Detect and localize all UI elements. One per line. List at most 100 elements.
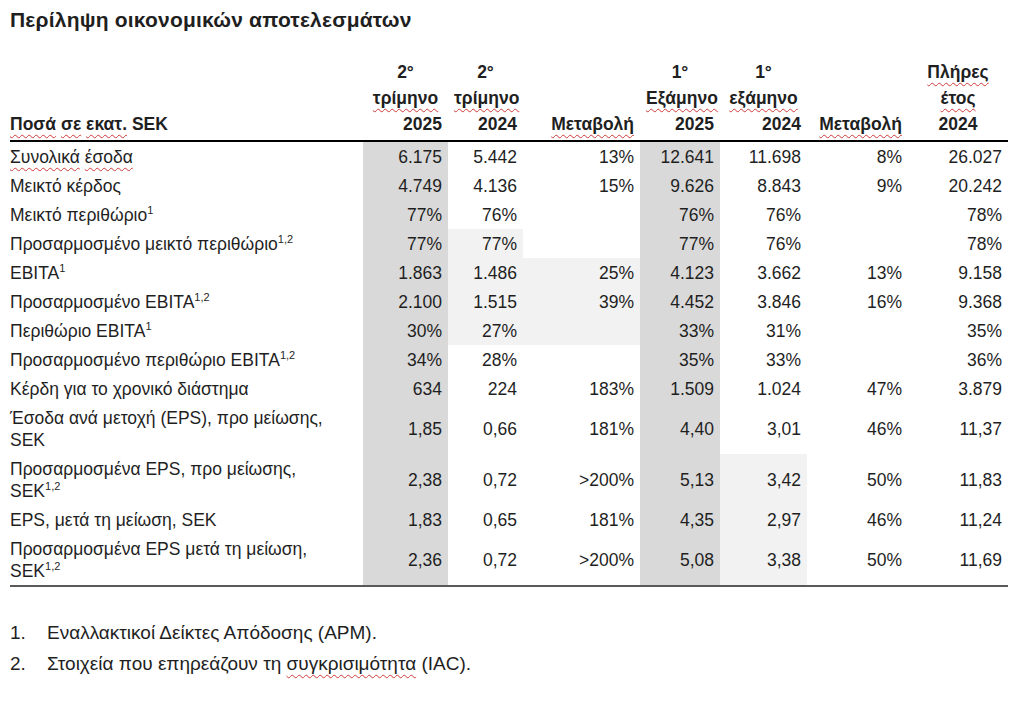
misspelled-word: εξάμηνο xyxy=(729,88,797,108)
value-cell: 4.136 xyxy=(448,171,523,200)
value-cell: 11,83 xyxy=(908,454,1008,505)
header-period-label: έτος xyxy=(914,85,1002,111)
value-cell: 183% xyxy=(523,374,640,403)
value-cell: 1.486 xyxy=(448,258,523,287)
value-cell: 9.368 xyxy=(908,287,1008,316)
value-cell: 5,08 xyxy=(640,534,720,586)
footnote-reference: 1 xyxy=(59,262,65,274)
table-row: Συνολικά έσοδα6.1755.44213%12.64111.6988… xyxy=(10,141,1008,171)
value-cell: 15% xyxy=(523,171,640,200)
value-cell: 9% xyxy=(807,171,908,200)
value-cell xyxy=(807,316,908,345)
value-cell: 5,13 xyxy=(640,454,720,505)
misspelled-word: Μεταβολή xyxy=(819,114,902,134)
column-header-change-halfyear: Μεταβολή xyxy=(807,59,908,141)
financial-summary-table: Ποσά σε εκατ. SEK 2° τρίμηνο 2025 2° τρί… xyxy=(10,59,1008,587)
row-label-text: Περιθώριο EBITA1 xyxy=(10,320,330,342)
value-cell: 3.846 xyxy=(720,287,807,316)
misspelled-word: έτος xyxy=(940,88,975,108)
header-period-label: 2° xyxy=(454,59,517,85)
header-change-label: Μεταβολή xyxy=(813,111,902,137)
footnote-reference: 1,2 xyxy=(278,233,293,245)
row-label: Κέρδη για το χρονικό διάστημα xyxy=(10,374,363,403)
value-cell: 76% xyxy=(640,200,720,229)
column-header-change-quarter: Μεταβολή xyxy=(523,59,640,141)
misspelled-word: Ποσά xyxy=(10,114,56,134)
row-label: EBITA1 xyxy=(10,258,363,287)
misspelled-word: Πλήρες xyxy=(927,62,988,82)
value-cell: 20.242 xyxy=(908,171,1008,200)
value-cell: 4,40 xyxy=(640,403,720,454)
document-page: Περίληψη οικονομικών αποτελεσμάτων Ποσά … xyxy=(0,0,1024,679)
value-cell: 9.158 xyxy=(908,258,1008,287)
header-year-label: 2024 xyxy=(914,111,1002,137)
row-label-text: Προσαρμοσμένο EBITA1,2 xyxy=(10,291,330,313)
header-period-label: τρίμηνο xyxy=(454,85,517,111)
row-label: Μεικτό κέρδος xyxy=(10,171,363,200)
table-row: Προσαρμοσμένο περιθώριο EBITA1,234%28%35… xyxy=(10,345,1008,374)
table-row: Μεικτό περιθώριο177%76%76%76%78% xyxy=(10,200,1008,229)
row-label-text: Κέρδη για το χρονικό διάστημα xyxy=(10,378,330,400)
misspelled-word: σε xyxy=(61,114,81,134)
value-cell: 9.626 xyxy=(640,171,720,200)
header-year-label: 2025 xyxy=(369,111,442,137)
value-cell: 78% xyxy=(908,229,1008,258)
value-cell: 47% xyxy=(807,374,908,403)
table-row: EBITA11.8631.48625%4.1233.66213%9.158 xyxy=(10,258,1008,287)
footnote-reference: 1 xyxy=(145,320,151,332)
column-header-amounts: Ποσά σε εκατ. SEK xyxy=(10,59,363,141)
table-row: Κέρδη για το χρονικό διάστημα634224183%1… xyxy=(10,374,1008,403)
header-period-label: εξάμηνο xyxy=(726,85,801,111)
value-cell: 50% xyxy=(807,454,908,505)
header-row: Ποσά σε εκατ. SEK 2° τρίμηνο 2025 2° τρί… xyxy=(10,59,1008,141)
header-year-label: 2025 xyxy=(646,111,714,137)
row-label: Έσοδα ανά μετοχή (EPS), προ μείωσης, SEK xyxy=(10,403,363,454)
value-cell: >200% xyxy=(523,534,640,586)
value-cell xyxy=(523,200,640,229)
value-cell: 77% xyxy=(448,229,523,258)
footnote-text: Εναλλακτικοί Δείκτες Απόδοσης (APM). xyxy=(47,617,377,648)
row-label-text: Προσαρμοσμένο περιθώριο EBITA1,2 xyxy=(10,349,330,371)
table-row: Προσαρμοσμένα EPS, προ μείωσης, SEK1,22,… xyxy=(10,454,1008,505)
table-row: Προσαρμοσμένο EBITA1,22.1001.51539%4.452… xyxy=(10,287,1008,316)
value-cell: 31% xyxy=(720,316,807,345)
value-cell: 1,85 xyxy=(363,403,448,454)
column-header-h1-2024: 1° εξάμηνο 2024 xyxy=(720,59,807,141)
value-cell: 11.698 xyxy=(720,141,807,171)
value-cell: 634 xyxy=(363,374,448,403)
table-body: Συνολικά έσοδα6.1755.44213%12.64111.6988… xyxy=(10,141,1008,586)
value-cell: 78% xyxy=(908,200,1008,229)
value-cell: 1.024 xyxy=(720,374,807,403)
misspelled-word: Μεταβολή xyxy=(551,114,634,134)
row-label: Προσαρμοσμένο EBITA1,2 xyxy=(10,287,363,316)
value-cell: 3.879 xyxy=(908,374,1008,403)
table-row: Έσοδα ανά μετοχή (EPS), προ μείωσης, SEK… xyxy=(10,403,1008,454)
header-amounts-label: Ποσά σε εκατ. SEK xyxy=(10,111,357,137)
header-period-label: τρίμηνο xyxy=(369,85,442,111)
value-cell: 3,42 xyxy=(720,454,807,505)
header-year-label: 2024 xyxy=(454,111,517,137)
column-header-q2-2025: 2° τρίμηνο 2025 xyxy=(363,59,448,141)
value-cell: 8.843 xyxy=(720,171,807,200)
footnote-reference: 1 xyxy=(147,204,153,216)
value-cell: 11,69 xyxy=(908,534,1008,586)
value-cell: 1.863 xyxy=(363,258,448,287)
header-change-label: Μεταβολή xyxy=(529,111,634,137)
column-header-full-year-2024: Πλήρες έτος 2024 xyxy=(908,59,1008,141)
row-label: Προσαρμοσμένα EPS, προ μείωσης, SEK1,2 xyxy=(10,454,363,505)
misspelled-word: τρίμηνο xyxy=(373,88,438,108)
value-cell: 26.027 xyxy=(908,141,1008,171)
footnotes: 1. Εναλλακτικοί Δείκτες Απόδοσης (APM). … xyxy=(10,617,1010,679)
row-label-text: Προσαρμοσμένα EPS, προ μείωσης, SEK1,2 xyxy=(10,458,330,502)
value-cell: 3,38 xyxy=(720,534,807,586)
value-cell: 46% xyxy=(807,505,908,534)
table-row: Μεικτό κέρδος4.7494.13615%9.6268.8439%20… xyxy=(10,171,1008,200)
table-row: EPS, μετά τη μείωση, SEK1,830,65181%4,35… xyxy=(10,505,1008,534)
value-cell: 4,35 xyxy=(640,505,720,534)
header-period-label: 2° xyxy=(369,59,442,85)
value-cell: 36% xyxy=(908,345,1008,374)
value-cell: 1.509 xyxy=(640,374,720,403)
value-cell: 4.452 xyxy=(640,287,720,316)
value-cell xyxy=(523,316,640,345)
row-label: Μεικτό περιθώριο1 xyxy=(10,200,363,229)
